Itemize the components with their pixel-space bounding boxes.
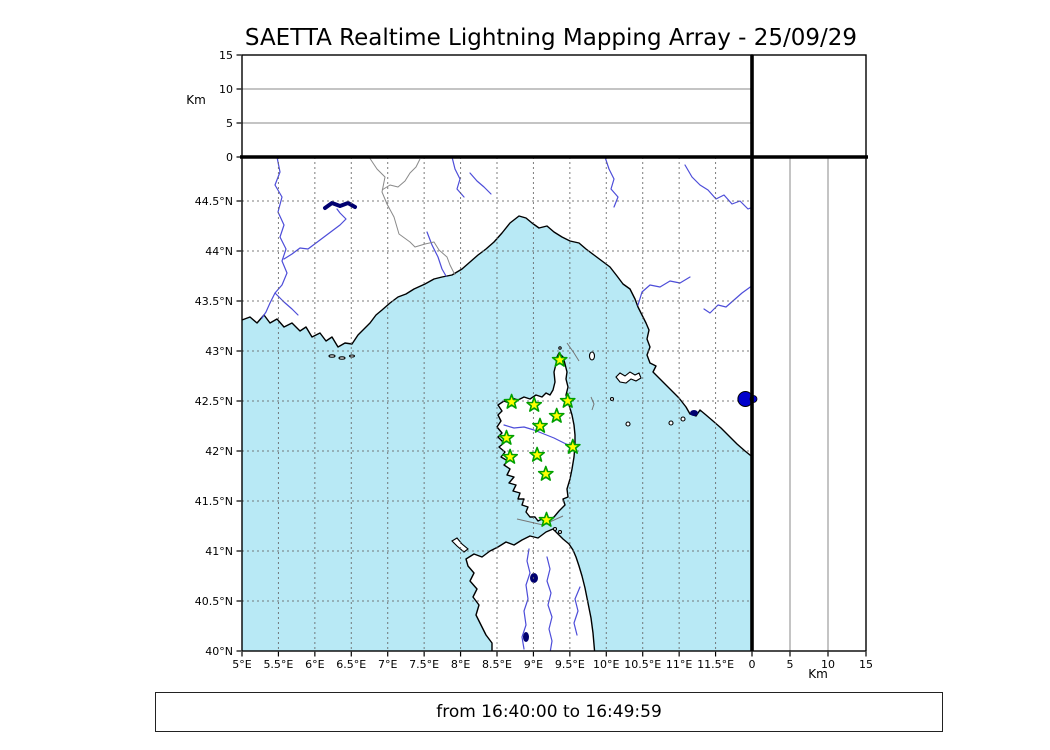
right-altitude-panel [752,157,866,651]
right-km-axis-label: Km [808,667,828,681]
route-line-east [590,396,595,411]
lake-sardinia-1 [530,573,538,583]
island-giraglia [558,346,562,350]
lat-tick-label: 40°N [205,645,233,658]
river-po-upper [604,157,619,208]
time-range-text: from 16:40:00 to 16:49:59 [436,702,662,722]
top-alt-tick-label: 5 [226,117,233,130]
river-rhone-delta [274,292,299,316]
lake-sardinia-2 [523,632,529,642]
lon-tick-label: 11°E [666,658,692,671]
station-marker [559,392,576,408]
lon-tick-label: 10.5°E [624,658,661,671]
island-hyeres-1 [328,354,336,358]
station-markers [498,351,581,527]
station-marker [538,511,555,527]
top-panel-bg [242,55,752,157]
river-piedmont [469,172,492,195]
lat-tick-label: 42.5°N [195,395,233,408]
island-capraia [588,351,596,361]
lon-tick-label: 6.5°E [336,658,366,671]
lon-tick-label: 10°E [593,658,619,671]
axis-ticks-and-labels: 5°E 5.5°E 6°E 6.5°E 7°E 7.5°E 8°E 8.5°E 9°E 9.5°E… [195,49,873,671]
right-panel-bg [752,157,866,651]
route-line-capcorse [566,342,580,362]
right-panel-gridlines [789,157,829,651]
island-small [609,396,615,402]
border-france-italy [368,157,456,276]
top-panel-gridlines [242,88,752,124]
island-pianosa [625,421,631,427]
lat-tick-label: 43°N [205,345,233,358]
station-marker [502,448,519,464]
station-marker [526,396,543,412]
river-arno [637,276,691,306]
station-marker [498,429,515,445]
island-hyeres-2 [338,356,346,360]
station-marker [503,393,520,409]
right-alt-tick-label: 5 [787,658,794,671]
top-km-axis-label: Km [186,93,206,107]
lon-tick-label: 9.5°E [555,658,585,671]
top-alt-tick-label: 15 [219,49,233,62]
top-alt-tick-label: 0 [226,151,233,164]
lagoon-orbetello [690,410,698,416]
lon-tick-label: 7°E [378,658,397,671]
island-asinara [451,537,469,553]
island-maddalena-1 [552,526,558,532]
river-rhone [261,157,288,319]
island-maddalena-2 [557,529,563,535]
river-golo [503,424,574,448]
coastline-sardinia [465,528,596,651]
station-marker [529,446,546,462]
right-alt-tick-label: 0 [749,658,756,671]
station-marker [564,438,581,454]
lake-serre-poncon [323,201,357,210]
right-alt-tick-label: 15 [859,658,873,671]
lon-tick-label: 5°E [232,658,251,671]
lon-tick-label: 8°E [451,658,470,671]
lat-tick-label: 44°N [205,245,233,258]
coastline-continent [242,157,752,458]
lat-tick-label: 44.5°N [195,195,233,208]
lat-tick-label: 41°N [205,545,233,558]
island-elba [615,371,642,384]
lon-tick-label: 11.5°E [697,658,734,671]
lon-tick-label: 8.5°E [482,658,512,671]
lon-tick-label: 6°E [305,658,324,671]
lat-tick-label: 42°N [205,445,233,458]
river-sardinia-2 [546,556,553,651]
lon-tick-label: 9°E [524,658,543,671]
station-marker [532,417,548,433]
lat-tick-label: 43.5°N [195,295,233,308]
river-sardinia-3 [573,586,581,636]
top-altitude-panel [242,55,752,157]
lat-tick-label: 41.5°N [195,495,233,508]
river-sardinia-1 [521,548,531,650]
right-alt-tick-label: 10 [821,658,835,671]
map-panel [242,157,752,651]
river-var [426,231,447,277]
map-graticule [242,157,752,651]
corner-box [751,54,867,158]
border-alps-branch [381,158,421,191]
time-range-box: from 16:40:00 to 16:49:59 [155,692,943,732]
lon-tick-label: 7.5°E [409,658,439,671]
island-giglio [680,416,686,422]
top-alt-tick-label: 10 [219,83,233,96]
river-tiber-upper [703,284,752,314]
station-marker [537,465,554,481]
river-durance [283,208,347,260]
station-marker [548,407,565,423]
island-hyeres-3 [348,354,356,358]
lat-tick-label: 40.5°N [195,595,233,608]
lon-tick-label: 5.5°E [263,658,293,671]
river-alpine [451,157,465,198]
river-emilia [684,164,752,210]
page-title: SAETTA Realtime Lightning Mapping Array … [245,25,857,51]
station-marker [551,351,568,367]
island-montecristo [668,420,674,426]
